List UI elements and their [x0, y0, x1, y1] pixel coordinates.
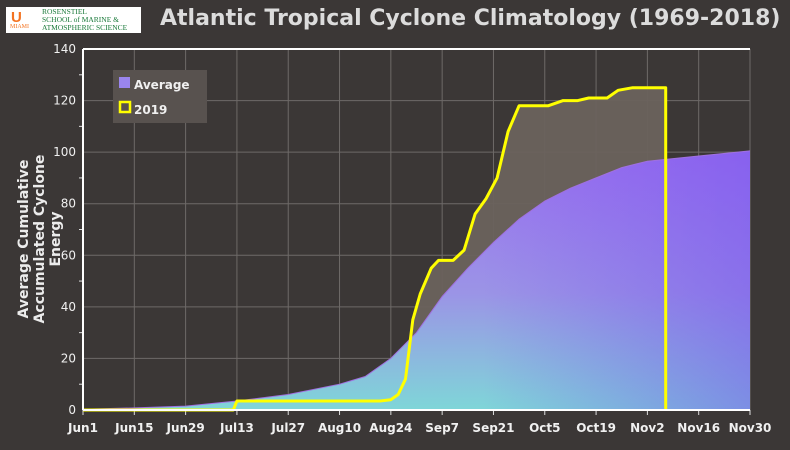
- y-tick-label: 20: [61, 351, 76, 365]
- x-tick-label: Jun1: [67, 421, 98, 435]
- x-tick-label: Jul27: [270, 421, 305, 435]
- x-tick-label: Aug24: [369, 421, 412, 435]
- y-tick-label: 40: [61, 300, 76, 314]
- logo-line: ROSENSTIEL: [42, 7, 87, 16]
- logo-line: ATMOSPHERIC SCIENCE: [42, 23, 128, 32]
- u-logo-icon: U: [11, 9, 22, 26]
- x-tick-label: Jun29: [165, 421, 204, 435]
- x-tick-label: Sep7: [425, 421, 459, 435]
- rsmas-logo: U MIAMI ROSENSTIEL SCHOOL of MARINE & AT…: [6, 7, 141, 33]
- y-tick-label: 120: [53, 94, 76, 108]
- x-tick-label: Sep21: [472, 421, 514, 435]
- series-average-shade: [83, 150, 750, 410]
- y-tick-label: 60: [61, 248, 76, 262]
- x-tick-label: Oct5: [529, 421, 560, 435]
- legend-label-average: Average: [134, 78, 190, 92]
- logo-line: SCHOOL of MARINE &: [42, 15, 120, 24]
- series-2019-line: [83, 86, 668, 412]
- y-tick-label: 100: [53, 145, 76, 159]
- y-tick-label: 80: [61, 197, 76, 211]
- chart-title: Atlantic Tropical Cyclone Climatology (1…: [160, 6, 781, 31]
- logo-sub: MIAMI: [10, 24, 29, 30]
- x-tick-label: Aug10: [318, 421, 361, 435]
- legend-swatch-2019: [118, 100, 132, 114]
- x-tick-label: Nov2: [630, 421, 664, 435]
- legend-swatch-average: [119, 77, 130, 88]
- legend-label-2019: 2019: [134, 103, 167, 117]
- x-tick-label: Nov16: [677, 421, 720, 435]
- y-tick-label: 0: [68, 403, 76, 417]
- x-tick-label: Jul13: [219, 421, 254, 435]
- x-tick-label: Nov30: [729, 421, 772, 435]
- x-tick-label: Jun15: [114, 421, 153, 435]
- y-tick-label: 140: [53, 42, 76, 56]
- logo-text: ROSENSTIEL SCHOOL of MARINE & ATMOSPHERI…: [42, 8, 127, 32]
- x-tick-label: Oct19: [576, 421, 616, 435]
